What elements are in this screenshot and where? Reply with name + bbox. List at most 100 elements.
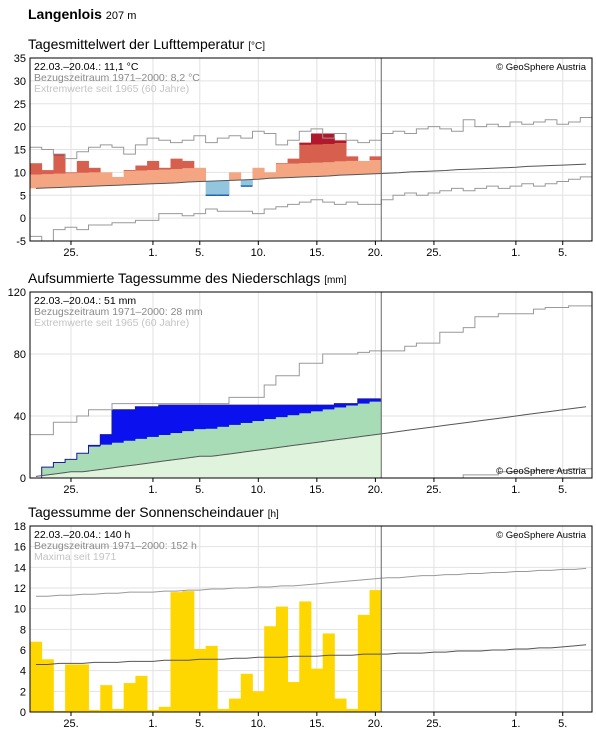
x-tick-label: 25. — [426, 247, 441, 259]
precipitation-band — [135, 438, 148, 465]
credit-label: © GeoSphere Austria — [496, 466, 587, 477]
y-tick-label: 20 — [14, 122, 26, 134]
temperature-bar-strong — [346, 156, 359, 161]
temperature-bar-warm — [65, 173, 78, 188]
x-tick-label: 10. — [251, 718, 266, 729]
temperature-bar-warm — [76, 172, 89, 187]
legend-line-1: 22.03.–20.04.: 140 h — [34, 529, 130, 541]
temperature-chart-title: Tagesmittelwert der Lufttemperatur [°C] — [28, 36, 265, 52]
temperature-bar-warm — [53, 173, 66, 188]
precipitation-excess-bar — [346, 403, 359, 406]
temperature-bar-strong — [182, 160, 195, 169]
precipitation-excess-bar — [205, 405, 218, 429]
y-tick-label: 0 — [20, 707, 26, 719]
precipitation-band — [170, 433, 183, 460]
precipitation-excess-bar — [229, 405, 242, 425]
temperature-bar-strong — [322, 144, 335, 163]
precipitation-band — [76, 453, 89, 472]
temperature-bar-warm — [287, 163, 300, 178]
precipitation-band — [158, 434, 171, 461]
precipitation-band — [41, 467, 54, 475]
y-tick-label: 40 — [14, 411, 26, 423]
x-tick-label: 25. — [63, 718, 78, 729]
temperature-bar-strong — [65, 172, 78, 174]
y-tick-label: 6 — [20, 645, 26, 657]
legend-line-2: Bezugszeitraum 1971–2000: 8,2 °C — [34, 72, 200, 84]
temperature-unit: [°C] — [248, 41, 265, 52]
x-tick-label: 15. — [309, 718, 324, 729]
precipitation-excess-bar — [193, 405, 207, 430]
temperature-bar-strong — [147, 160, 160, 171]
x-tick-label: 1. — [148, 247, 157, 259]
y-tick-label: 0 — [20, 473, 26, 485]
sunshine-bar — [311, 668, 324, 712]
temperature-bar-warm — [299, 163, 312, 177]
temperature-bar-warm — [346, 160, 359, 175]
temperature-bar-strong — [369, 156, 382, 161]
precipitation-excess-bar — [100, 434, 113, 445]
precipitation-excess-bar — [357, 398, 370, 404]
temperature-bar-warm — [100, 172, 113, 186]
x-tick-label: 25. — [63, 247, 78, 259]
precipitation-excess-bar — [311, 405, 324, 412]
x-tick-label: 15. — [309, 484, 324, 496]
sunshine-bar — [240, 673, 253, 712]
precipitation-excess-bar — [252, 405, 265, 422]
temperature-bar-warm — [252, 167, 265, 180]
temperature-bar-warm — [41, 174, 54, 188]
chart-panel-3: 0 2 4 6 8 10 12 14 16 18 25. 1. 5. 10. 15. 20. 25. 1. 5. 22… — [14, 521, 593, 729]
y-tick-label: 12 — [14, 583, 26, 595]
x-tick-label: 1. — [511, 484, 520, 496]
precipitation-band — [252, 421, 265, 451]
y-tick-label: 80 — [14, 349, 26, 361]
x-tick-label: 20. — [368, 484, 383, 496]
temperature-bar-warm — [111, 176, 125, 186]
temperature-bar-warm — [322, 162, 335, 177]
y-tick-label: 25 — [14, 99, 26, 111]
sunshine-bar — [287, 682, 300, 712]
precipitation-band — [334, 407, 347, 440]
precipitation-band — [205, 428, 218, 457]
precipitation-excess-bar — [147, 406, 160, 437]
station-elevation: 207 m — [105, 10, 137, 22]
temperature-extreme-min-line — [30, 176, 592, 242]
sunshine-bar — [100, 685, 113, 712]
sunshine-bar — [275, 606, 288, 712]
y-tick-label: 5 — [20, 190, 26, 202]
sunshine-bar — [299, 601, 312, 712]
sunshine-bar — [111, 708, 125, 712]
temperature-bar-extreme — [322, 133, 335, 145]
sunshine-bar — [252, 691, 265, 712]
y-tick-label: 120 — [8, 287, 26, 299]
sunshine-bar — [123, 683, 136, 712]
precipitation-band — [111, 442, 125, 468]
temperature-bar-cold — [240, 179, 253, 187]
precipitation-excess-bar — [170, 405, 183, 434]
temperature-bar-strong — [275, 163, 288, 165]
temperature-bar-warm — [182, 168, 195, 182]
precipitation-band — [322, 409, 335, 441]
sunshine-maxima-line — [35, 567, 587, 597]
sunshine-bar — [322, 633, 335, 712]
temperature-bar-warm — [369, 160, 382, 174]
precipitation-excess-bar — [135, 406, 148, 439]
temperature-bar-warm — [334, 161, 347, 176]
temperature-bar-strong — [135, 165, 148, 171]
precipitation-normal-line — [35, 406, 587, 477]
temperature-bar-strong — [170, 158, 183, 170]
temperature-bar-extreme — [53, 154, 66, 156]
precipitation-band — [217, 426, 230, 455]
precipitation-excess-bar — [111, 409, 125, 443]
legend-line-3: Extremwerte seit 1965 (60 Jahre) — [34, 317, 189, 329]
temperature-bar-cold — [217, 180, 230, 196]
x-tick-label: 1. — [511, 718, 520, 729]
y-tick-label: 15 — [14, 145, 26, 157]
precipitation-excess-bar — [182, 405, 195, 432]
y-tick-label: 8 — [20, 624, 26, 636]
precipitation-excess-bar — [264, 405, 277, 420]
temperature-bar-strong — [88, 167, 101, 173]
sunshine-bar — [346, 708, 359, 712]
temperature-bar-warm — [275, 164, 288, 178]
y-tick-label: 35 — [14, 53, 26, 65]
